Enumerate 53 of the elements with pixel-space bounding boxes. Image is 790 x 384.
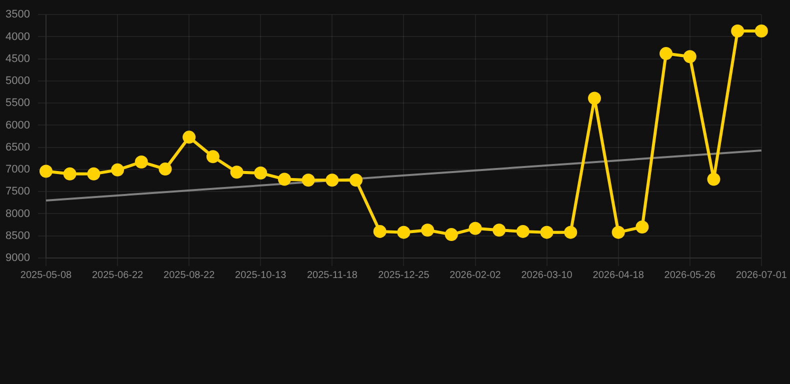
point [636, 220, 649, 234]
y-tick-label: 3500 [6, 8, 30, 21]
point [134, 155, 148, 168]
y-tick-label: 7500 [6, 186, 30, 198]
point [373, 224, 386, 238]
x-tick-label: 2026-05-26 [664, 270, 716, 281]
x-tick-label: 2026-04-18 [592, 270, 644, 281]
y-tick-label: 4500 [6, 52, 30, 65]
point [182, 130, 196, 144]
x-tick-label: 2026-03-10 [521, 270, 573, 281]
point [230, 166, 244, 179]
point [540, 226, 554, 239]
y-tick-label: 4000 [6, 30, 30, 43]
y-tick-label: 8500 [6, 230, 30, 242]
point [206, 150, 220, 164]
point [158, 162, 172, 176]
point [612, 226, 625, 239]
point [492, 224, 506, 237]
point [468, 222, 482, 235]
point [63, 167, 76, 180]
y-tick-label: 6500 [6, 141, 30, 154]
point [278, 172, 291, 186]
x-tick-label: 2025-12-25 [378, 270, 430, 281]
x-tick-label: 2025-08-22 [164, 270, 216, 281]
y-tick-label: 8000 [6, 208, 30, 220]
point [564, 226, 578, 239]
x-tick-label: 2026-07-01 [736, 270, 788, 281]
y-tick-label: 5500 [6, 97, 30, 110]
x-tick-label: 2026-02-02 [450, 270, 502, 281]
y-tick-label: 5000 [6, 75, 30, 88]
point [754, 24, 768, 38]
x-tick-label: 2025-06-22 [92, 270, 144, 281]
point [660, 47, 673, 60]
point [588, 92, 601, 105]
point [87, 167, 100, 180]
point [444, 228, 458, 242]
point [421, 224, 434, 237]
point [731, 24, 744, 38]
point [707, 172, 720, 186]
point [326, 174, 339, 187]
y-tick-label: 7000 [6, 164, 30, 176]
x-tick-label: 2025-05-08 [20, 270, 72, 281]
point [254, 166, 268, 180]
point [397, 226, 410, 239]
y-tick-label: 9000 [6, 252, 30, 264]
point [302, 174, 315, 187]
point [350, 174, 363, 187]
point [516, 224, 530, 238]
point [111, 163, 124, 176]
x-tick-label: 2025-10-13 [235, 270, 287, 281]
x-tick-label: 2025-11-18 [306, 270, 358, 281]
y-tick-label: 6000 [6, 119, 30, 132]
point [683, 50, 696, 64]
